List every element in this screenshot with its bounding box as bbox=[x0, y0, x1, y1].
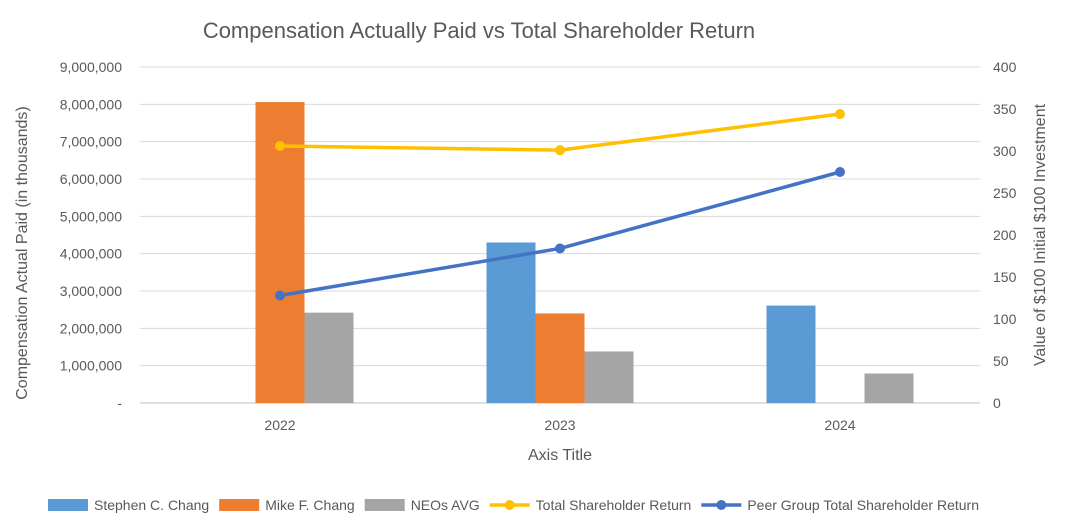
legend-label: Peer Group Total Shareholder Return bbox=[747, 497, 979, 513]
y-axis-ticks: - 1,000,000 2,000,000 3,000,000 4,000,000 5,0… bbox=[60, 59, 123, 411]
bar-neos-avg bbox=[584, 351, 634, 403]
y2-tick-label: 0 bbox=[993, 395, 1001, 411]
bars bbox=[255, 102, 914, 404]
bar-neos-avg bbox=[864, 373, 914, 403]
y-tick-label: 1,000,000 bbox=[60, 358, 122, 374]
point-total-shareholder-return bbox=[275, 140, 285, 151]
y-tick-label: 4,000,000 bbox=[60, 246, 122, 262]
bar-mike-f-chang bbox=[255, 102, 305, 404]
bar-neos-avg bbox=[304, 312, 354, 403]
y2-axis-title: Value of $100 Initial $100 Investment bbox=[1032, 103, 1049, 366]
y2-tick-label: 100 bbox=[993, 311, 1017, 327]
line-peer-group-total-shareholder-return bbox=[279, 170, 841, 298]
y-tick-label: - bbox=[117, 395, 122, 411]
x-axis-ticks: 2022 2023 2024 bbox=[264, 417, 855, 433]
legend-label: Mike F. Chang bbox=[265, 497, 354, 513]
y-axis-title: Compensation Actual Paid (in thousands) bbox=[14, 106, 31, 400]
bar-stephen-c-chang bbox=[486, 242, 536, 403]
point-peer-group-total-shareholder-return bbox=[275, 290, 285, 301]
y-tick-label: 2,000,000 bbox=[60, 320, 122, 336]
legend-label: Total Shareholder Return bbox=[536, 497, 692, 513]
y2-tick-label: 50 bbox=[993, 353, 1009, 369]
chart-title: Compensation Actually Paid vs Total Shar… bbox=[203, 18, 755, 43]
point-peer-group-total-shareholder-return bbox=[835, 167, 845, 177]
legend-label: Stephen C. Chang bbox=[94, 497, 209, 513]
bar-mike-f-chang bbox=[535, 313, 585, 403]
legend-swatch bbox=[364, 499, 405, 511]
y2-tick-label: 150 bbox=[993, 269, 1017, 285]
point-total-shareholder-return bbox=[835, 109, 845, 120]
y2-tick-label: 400 bbox=[993, 59, 1017, 75]
legend-swatch bbox=[219, 499, 260, 511]
line-total-shareholder-return bbox=[279, 112, 841, 152]
y2-tick-label: 250 bbox=[993, 185, 1017, 201]
y-tick-label: 9,000,000 bbox=[60, 59, 122, 75]
legend-marker bbox=[716, 500, 727, 510]
legend-marker bbox=[504, 500, 515, 510]
y-tick-label: 5,000,000 bbox=[60, 208, 122, 224]
lines bbox=[275, 109, 845, 301]
x-tick-label: 2023 bbox=[544, 417, 575, 433]
point-peer-group-total-shareholder-return bbox=[555, 243, 565, 254]
y2-tick-label: 350 bbox=[993, 101, 1017, 117]
y2-tick-label: 200 bbox=[993, 227, 1017, 243]
y-tick-label: 6,000,000 bbox=[60, 171, 122, 187]
x-tick-label: 2024 bbox=[824, 417, 855, 433]
point-total-shareholder-return bbox=[555, 145, 565, 156]
y-tick-label: 3,000,000 bbox=[60, 283, 122, 299]
y2-tick-label: 300 bbox=[993, 143, 1017, 159]
legend-swatch bbox=[48, 499, 88, 511]
x-axis-title: Axis Title bbox=[528, 447, 592, 464]
legend: Stephen C. Chang Mike F. Chang NEOs AVG Tot… bbox=[48, 497, 979, 513]
legend-label: NEOs AVG bbox=[411, 497, 480, 513]
bar-stephen-c-chang bbox=[766, 305, 816, 403]
x-tick-label: 2022 bbox=[264, 417, 295, 433]
y-tick-label: 7,000,000 bbox=[60, 134, 122, 150]
y2-axis-ticks: 0 50 100 150 200 250 300 350 400 bbox=[993, 59, 1017, 411]
y-tick-label: 8,000,000 bbox=[60, 96, 122, 112]
